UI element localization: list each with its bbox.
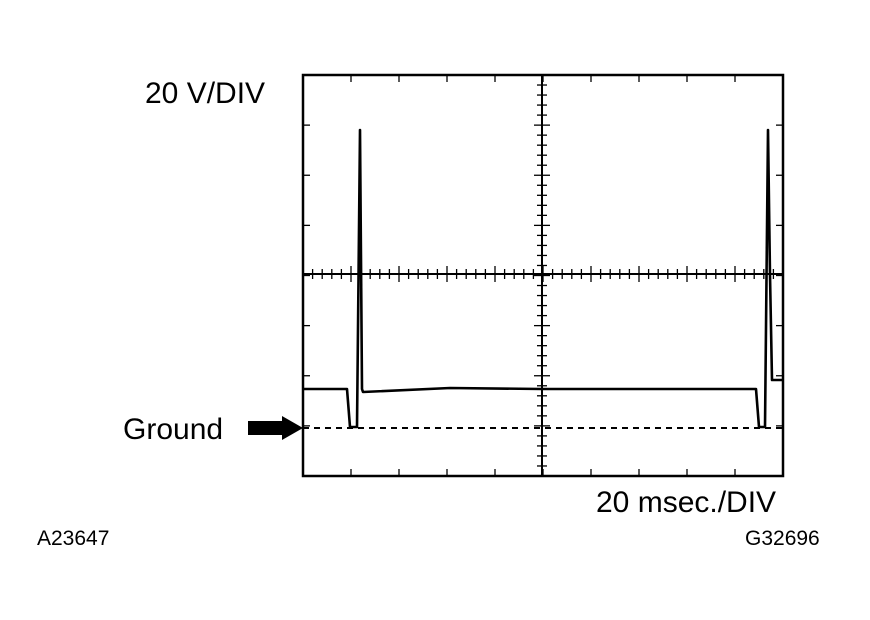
ground-label: Ground — [123, 413, 223, 446]
time-label: 20 msec./DIV — [596, 486, 776, 519]
figure-code: A23647 — [37, 527, 109, 550]
figure-code: G32696 — [745, 527, 820, 550]
volts-label: 20 V/DIV — [145, 77, 265, 110]
waveform — [303, 128, 783, 429]
ground-arrow — [248, 416, 303, 440]
